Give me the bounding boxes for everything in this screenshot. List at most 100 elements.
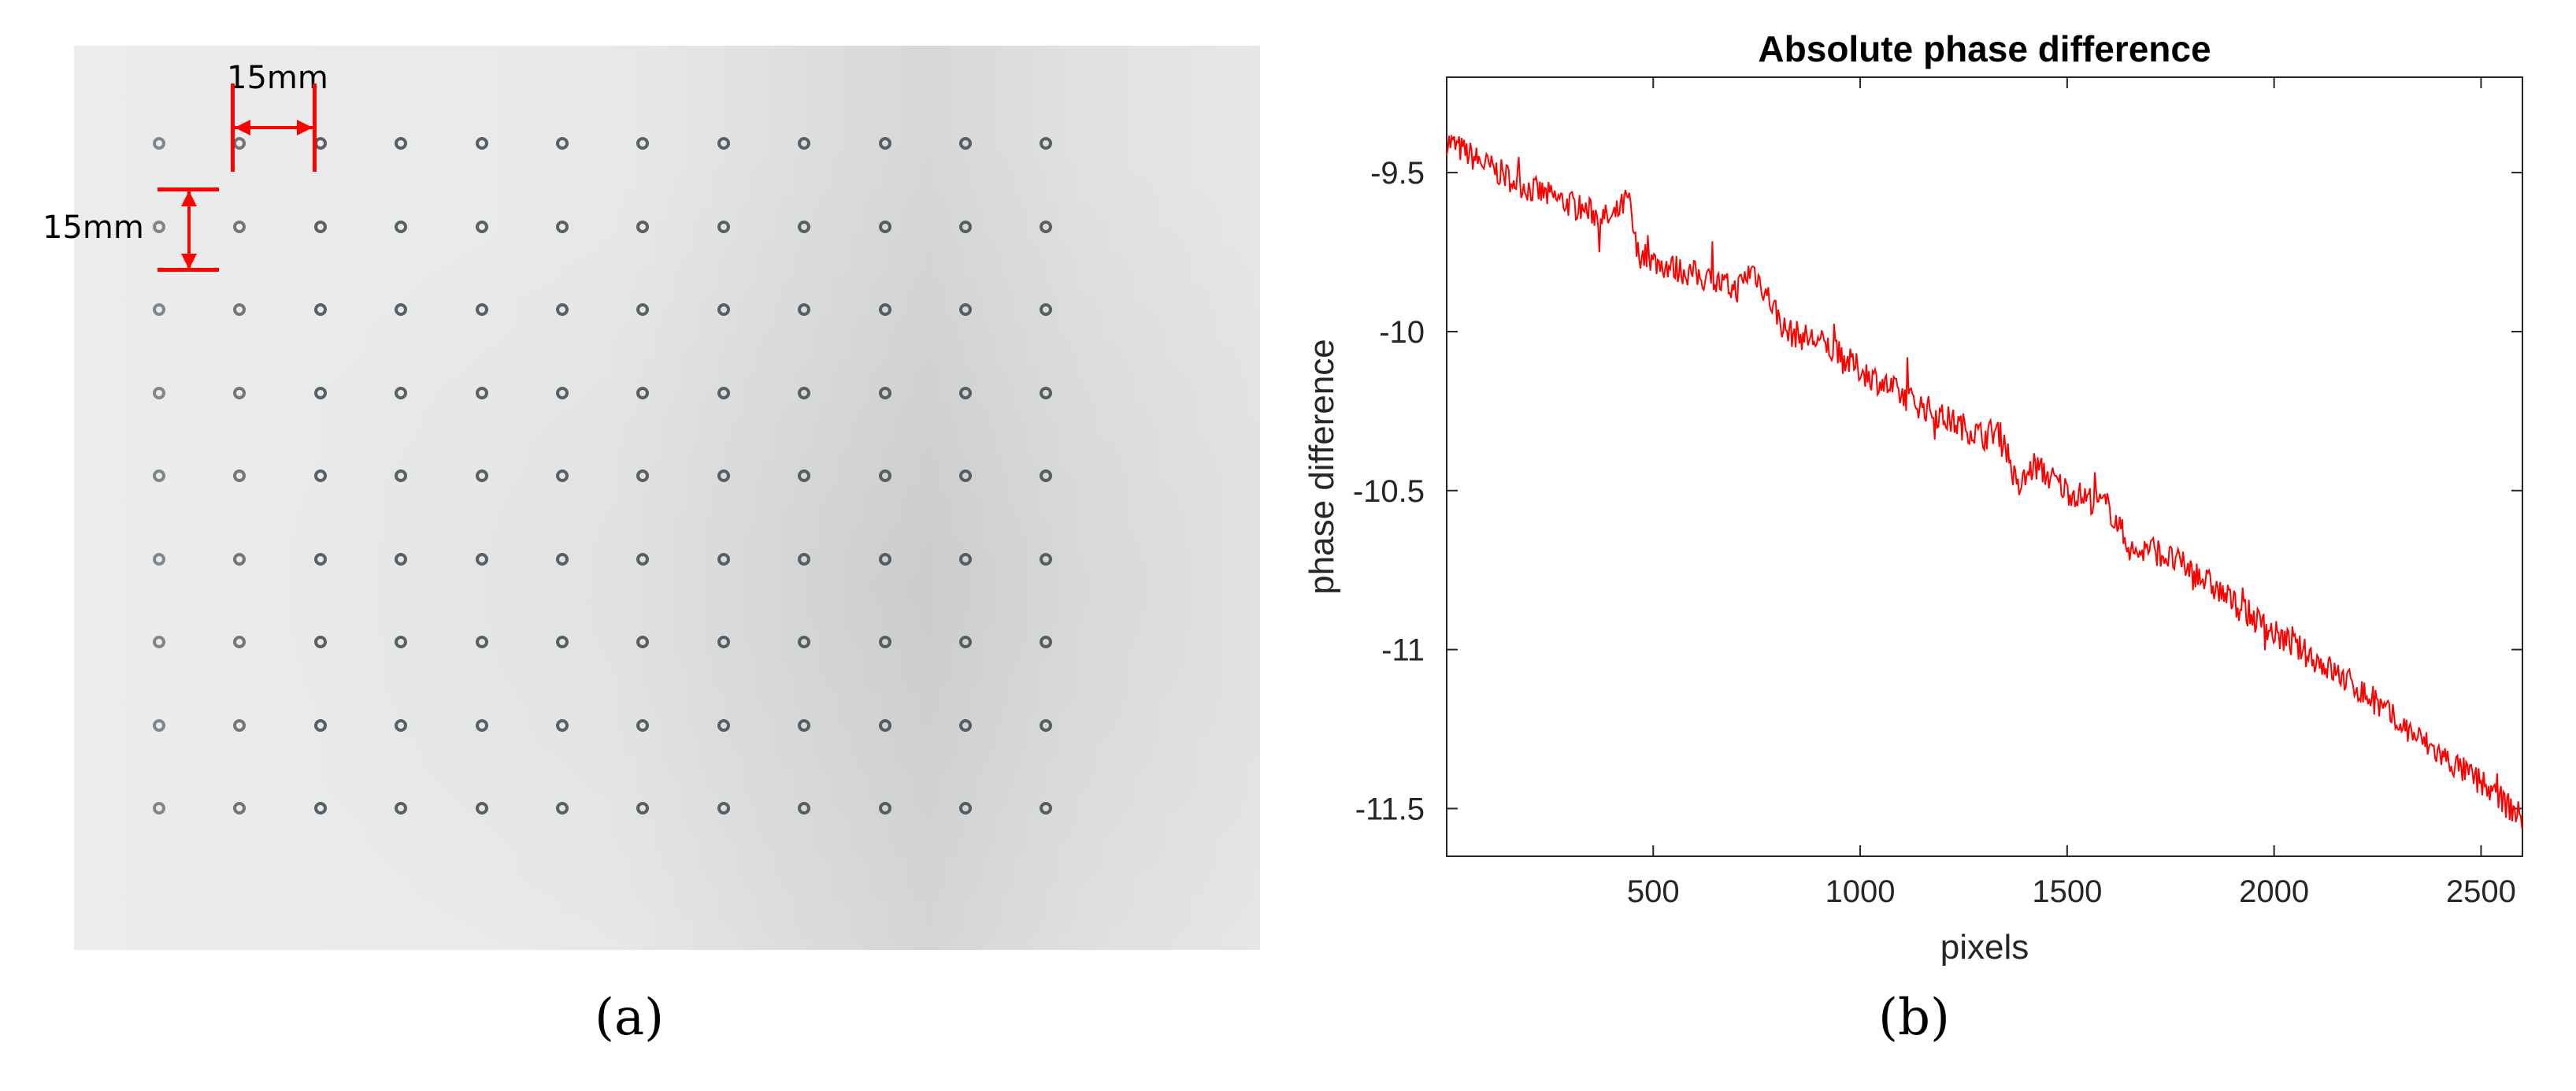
target-circle xyxy=(233,636,246,648)
target-circle xyxy=(153,386,165,399)
target-circle xyxy=(395,636,408,648)
x-tick-label: 2500 xyxy=(2446,874,2516,909)
target-circle xyxy=(878,802,891,815)
target-circle xyxy=(636,636,650,648)
horizontal-dimension-left-tick xyxy=(231,83,235,172)
target-circle xyxy=(475,137,488,150)
y-tick-label: -11 xyxy=(1381,633,1425,668)
target-circle xyxy=(556,802,569,815)
target-circle xyxy=(636,718,650,732)
target-circle xyxy=(878,718,891,732)
target-circle xyxy=(475,718,488,732)
horizontal-dimension-line xyxy=(235,126,313,129)
photo-shading xyxy=(74,46,1260,950)
target-circle xyxy=(1040,386,1053,399)
target-circle xyxy=(556,220,569,233)
target-circle xyxy=(798,636,811,648)
x-tick-label: 2000 xyxy=(2239,874,2309,909)
target-circle xyxy=(395,137,408,150)
x-tick-label: 1500 xyxy=(2032,874,2102,909)
target-circle xyxy=(798,552,811,566)
target-circle xyxy=(878,469,891,482)
target-circle xyxy=(959,220,972,233)
vertical-spacing-label: 15mm xyxy=(43,210,144,246)
target-circle xyxy=(959,802,972,815)
target-circle xyxy=(475,802,488,815)
target-circle xyxy=(1040,303,1053,316)
target-circle xyxy=(878,303,891,316)
target-circle xyxy=(717,303,730,316)
target-circle xyxy=(959,636,972,648)
target-circle xyxy=(556,303,569,316)
target-circle xyxy=(1040,469,1053,482)
target-circle xyxy=(233,718,246,732)
panel-a-caption: (a) xyxy=(595,989,665,1047)
target-circle xyxy=(153,469,165,482)
target-circle xyxy=(475,552,488,566)
y-tick-label: -11.5 xyxy=(1355,792,1425,826)
target-circle xyxy=(798,469,811,482)
target-circle xyxy=(959,469,972,482)
target-circle xyxy=(153,220,165,233)
target-circle xyxy=(1040,220,1053,233)
vertical-dimension-top-tick xyxy=(158,187,219,191)
target-circle xyxy=(798,220,811,233)
target-circle xyxy=(959,137,972,150)
target-circle xyxy=(798,718,811,732)
target-circle xyxy=(717,386,730,399)
target-circle xyxy=(313,303,327,316)
horizontal-dimension-right-tick xyxy=(313,83,317,172)
target-circle xyxy=(395,386,408,399)
target-circle xyxy=(959,386,972,399)
vertical-dimension-bottom-tick xyxy=(158,268,219,272)
target-circle xyxy=(233,552,246,566)
target-circle xyxy=(717,469,730,482)
target-circle xyxy=(717,220,730,233)
target-circle xyxy=(395,802,408,815)
target-circle xyxy=(798,386,811,399)
target-circle xyxy=(878,220,891,233)
x-tick-label: 500 xyxy=(1627,874,1680,909)
target-circle xyxy=(636,137,650,150)
target-circle xyxy=(798,303,811,316)
target-circle xyxy=(636,220,650,233)
target-circle xyxy=(878,386,891,399)
y-tick-label: -10.5 xyxy=(1353,474,1425,509)
target-circle xyxy=(717,636,730,648)
target-circle xyxy=(1040,552,1053,566)
target-circle xyxy=(556,636,569,648)
chart-title: Absolute phase difference xyxy=(1758,28,2211,69)
target-circle xyxy=(233,386,246,399)
target-circle xyxy=(395,718,408,732)
target-circle xyxy=(798,802,811,815)
y-axis-title: phase difference xyxy=(1303,339,1341,595)
target-circle xyxy=(475,386,488,399)
vertical-dimension-line xyxy=(187,191,191,268)
target-circle xyxy=(475,469,488,482)
target-circle xyxy=(878,552,891,566)
target-circle xyxy=(313,802,327,815)
target-circle xyxy=(636,386,650,399)
target-circle xyxy=(798,137,811,150)
plot-area-frame xyxy=(1446,76,2523,857)
target-circle xyxy=(233,137,246,150)
target-circle xyxy=(556,137,569,150)
target-circle xyxy=(636,303,650,316)
target-circle xyxy=(636,802,650,815)
y-tick-label: -10 xyxy=(1379,315,1425,350)
target-circle xyxy=(556,552,569,566)
target-circle xyxy=(233,469,246,482)
target-circle xyxy=(1040,636,1053,648)
target-circle xyxy=(153,802,165,815)
target-circle xyxy=(717,718,730,732)
target-circle xyxy=(1040,802,1053,815)
calibration-board-photo xyxy=(74,46,1260,950)
target-circle xyxy=(878,636,891,648)
x-axis-title: pixels xyxy=(1940,928,2029,967)
target-circle xyxy=(395,303,408,316)
target-circle xyxy=(313,636,327,648)
target-circle xyxy=(153,137,165,150)
horizontal-spacing-label: 15mm xyxy=(227,60,328,96)
target-circle xyxy=(556,469,569,482)
target-circle xyxy=(313,552,327,566)
